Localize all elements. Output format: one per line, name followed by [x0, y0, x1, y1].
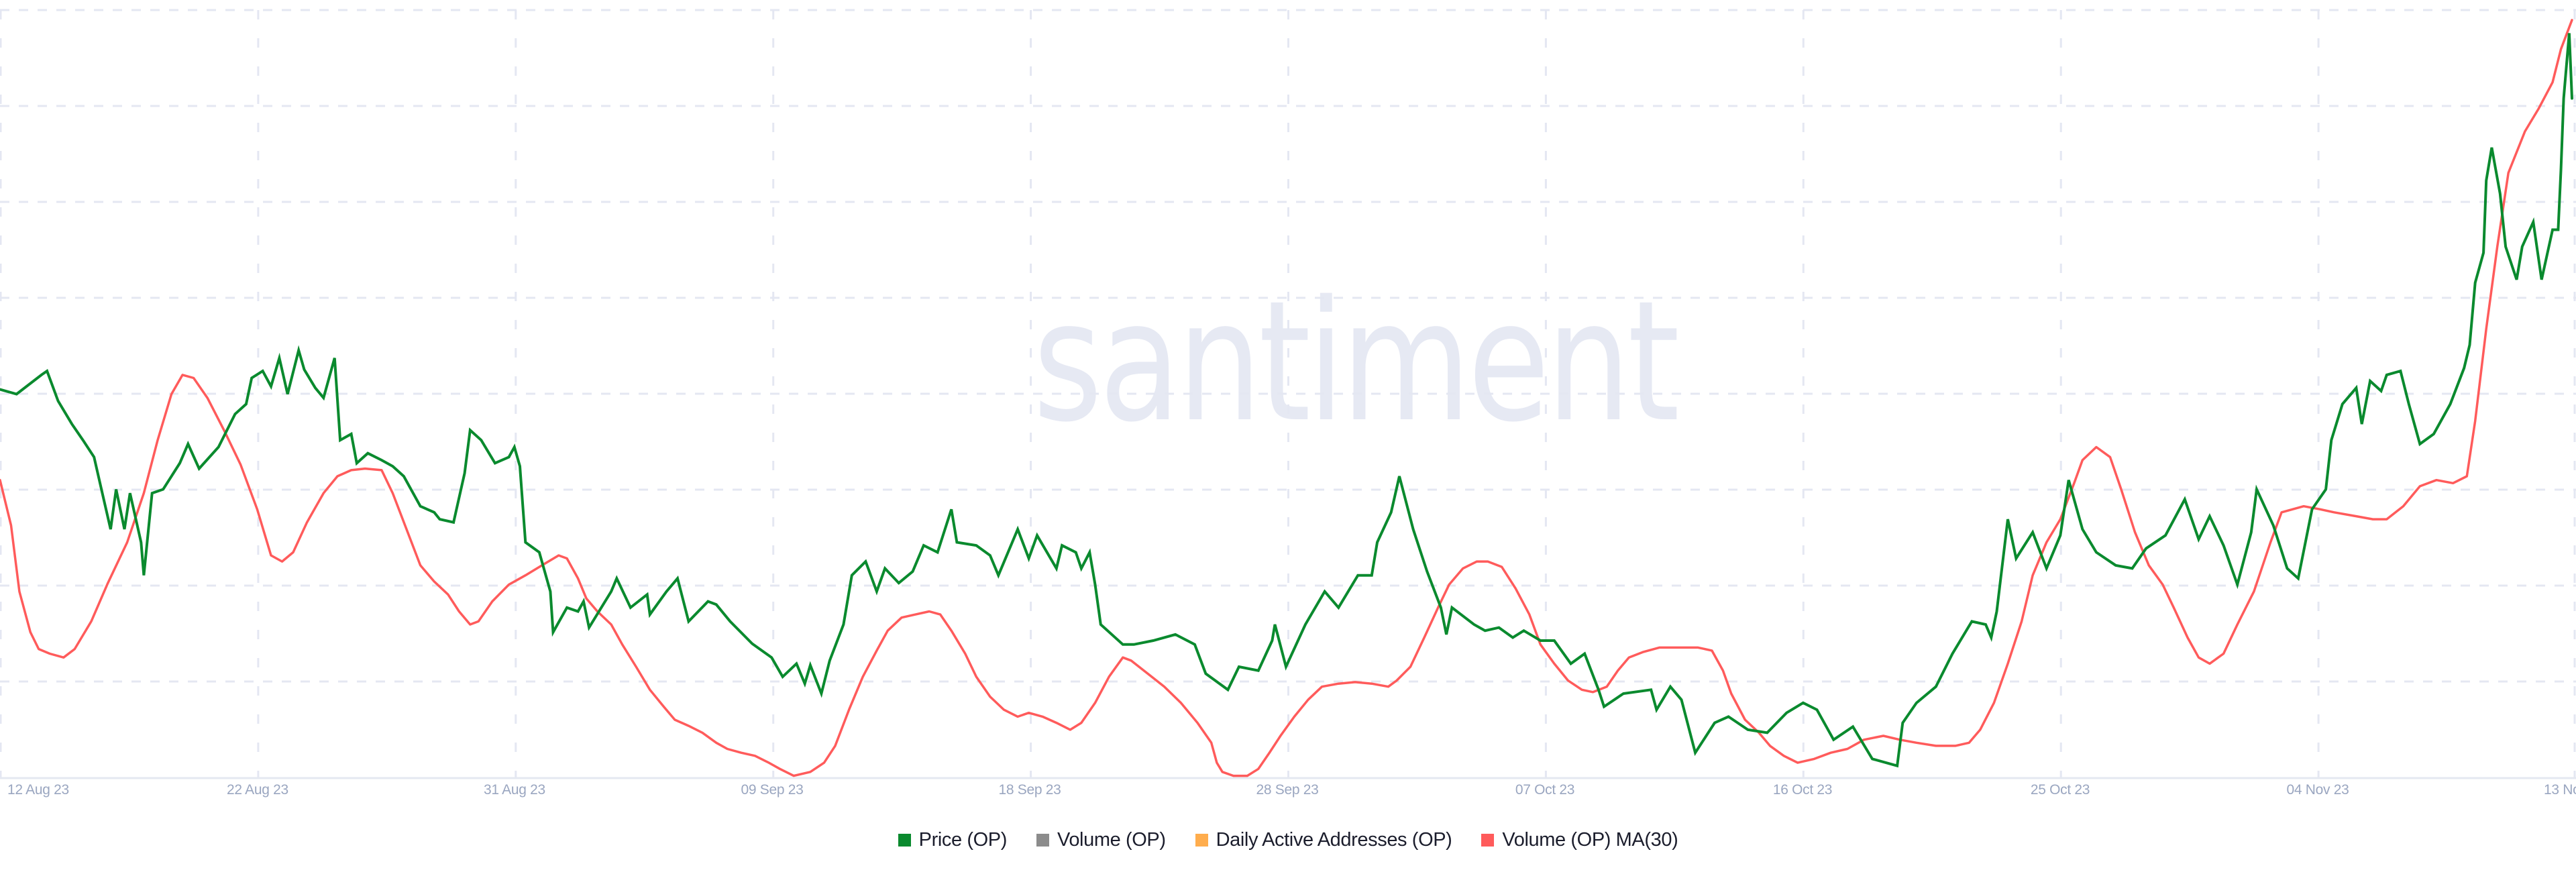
- legend-label: Volume (OP): [1057, 828, 1166, 851]
- x-tick-label: 25 Oct 23: [2030, 782, 2090, 798]
- legend-label: Volume (OP) MA(30): [1502, 828, 1678, 851]
- legend-item-volume[interactable]: Volume (OP): [1036, 829, 1166, 851]
- legend-swatch-green-square-icon: [898, 833, 911, 847]
- x-axis: 12 Aug 23 22 Aug 23 31 Aug 23 09 Sep 23 …: [0, 782, 2576, 802]
- legend-item-daily-active-addresses[interactable]: Daily Active Addresses (OP): [1195, 829, 1452, 851]
- x-tick-label: 12 Aug 23: [7, 782, 69, 798]
- legend-label: Daily Active Addresses (OP): [1216, 828, 1452, 851]
- price-line: [0, 33, 2573, 768]
- x-tick-label: 31 Aug 23: [484, 782, 545, 798]
- legend-item-price[interactable]: Price (OP): [898, 829, 1007, 851]
- legend-swatch-gray-square-icon: [1036, 833, 1049, 847]
- x-tick-label: 18 Sep 23: [998, 782, 1061, 798]
- legend-swatch-red-square-icon: [1481, 833, 1495, 847]
- x-tick-label: 09 Sep 23: [741, 782, 804, 798]
- x-tick-label: 07 Oct 23: [1515, 782, 1575, 798]
- x-tick-label: 22 Aug 23: [227, 782, 288, 798]
- series-lines: [0, 19, 2573, 777]
- legend-item-volume-ma30[interactable]: Volume (OP) MA(30): [1481, 829, 1678, 851]
- x-tick-label: 13 Nov 23: [2544, 782, 2576, 798]
- chart-legend: Price (OP) Volume (OP) Daily Active Addr…: [0, 826, 2576, 853]
- horizontal-gridlines: [0, 9, 2576, 683]
- volume-ma30-line: [0, 19, 2573, 777]
- plot-area[interactable]: [0, 0, 2576, 785]
- x-tick-label: 28 Sep 23: [1256, 782, 1319, 798]
- x-tick-label: 04 Nov 23: [2286, 782, 2349, 798]
- x-tick-label: 16 Oct 23: [1772, 782, 1833, 798]
- legend-label: Price (OP): [918, 828, 1008, 851]
- legend-swatch-orange-square-icon: [1195, 833, 1208, 847]
